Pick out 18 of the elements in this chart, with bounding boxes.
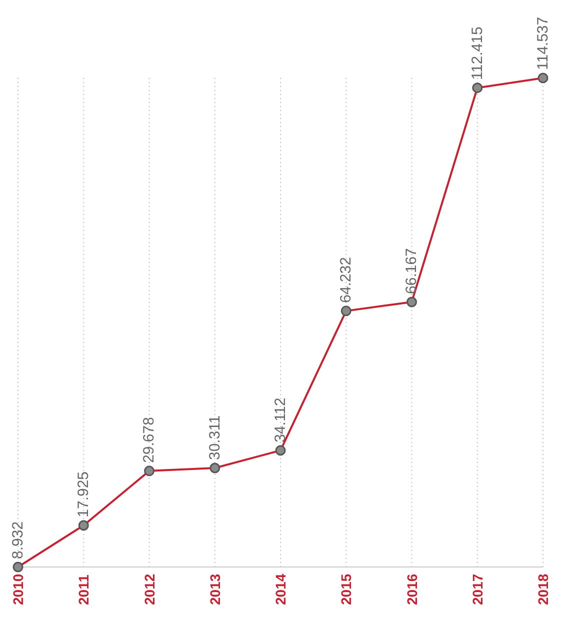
x-tick-label: 2011 [76,574,92,605]
x-tick-label: 2018 [535,574,551,605]
data-label: 29.678 [140,417,158,463]
data-label: 17.925 [75,471,92,518]
x-tick-label: 2016 [404,574,420,605]
x-tick-label: 2014 [272,574,288,605]
data-label: 66.167 [403,248,420,294]
x-tick-label: 2012 [141,574,158,605]
data-label: 30.311 [206,415,224,460]
x-tick-label: 2015 [338,574,354,605]
data-label: 8.932 [10,521,26,559]
x-tick-label: 2013 [206,574,223,605]
x-tick-label: 2017 [469,574,486,605]
data-label: 34.112 [272,398,289,442]
data-label: 64.232 [338,257,355,303]
data-label: 112.415 [468,26,486,80]
data-label: 114.537 [534,16,552,70]
x-tick-label: 2010 [10,574,26,605]
